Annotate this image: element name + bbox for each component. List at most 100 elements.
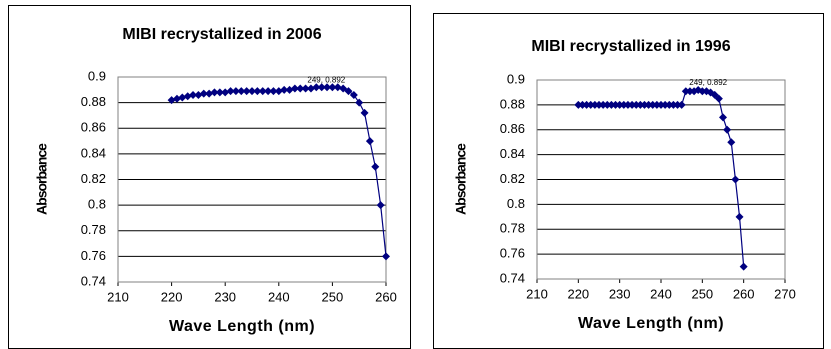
data-point: [178, 93, 187, 102]
data-point: [221, 88, 230, 97]
y-tick-label: 0.74: [81, 273, 106, 288]
data-point: [619, 100, 628, 109]
data-point: [595, 100, 603, 109]
data-point: [615, 100, 624, 109]
x-tick-label: 220: [161, 289, 183, 304]
data-point: [296, 84, 305, 93]
data-point: [290, 84, 299, 93]
data-point: [172, 94, 181, 103]
data-point: [681, 87, 690, 96]
data-point: [665, 100, 674, 109]
data-point: [632, 100, 641, 109]
data-point: [657, 100, 665, 109]
data-point: [599, 100, 608, 109]
data-point: [237, 87, 246, 96]
y-axis-title: Absorbance: [34, 143, 50, 215]
x-tick-label: 260: [733, 286, 755, 301]
chart-frame: [433, 13, 824, 349]
data-point: [349, 90, 358, 99]
y-tick-label: 0.84: [500, 146, 525, 161]
x-axis-title: Wave Length (nm): [578, 315, 724, 332]
data-point: [644, 100, 653, 109]
data-point: [183, 92, 192, 101]
data-point: [727, 138, 736, 147]
y-tick-label: 0.78: [81, 222, 106, 237]
data-point: [333, 83, 342, 92]
data-point: [355, 98, 364, 107]
data-point: [648, 100, 657, 109]
data-point: [215, 88, 224, 97]
y-tick-label: 0.88: [81, 94, 106, 109]
x-tick-label: 270: [774, 286, 796, 301]
y-tick-label: 0.9: [88, 68, 106, 83]
data-point: [199, 89, 208, 98]
data-point: [194, 90, 203, 99]
x-tick-label: 260: [375, 289, 397, 304]
x-tick-label: 240: [650, 286, 672, 301]
data-point: [301, 84, 310, 93]
data-point: [285, 85, 294, 94]
data-point: [603, 100, 612, 109]
data-point: [258, 87, 267, 96]
data-point: [226, 87, 235, 96]
data-point: [382, 252, 390, 261]
data-point: [365, 137, 374, 146]
data-point: [231, 87, 240, 96]
data-point: [312, 83, 321, 92]
data-point: [590, 100, 599, 109]
y-tick-label: 0.86: [81, 120, 106, 135]
chart-title: MIBI recrystallized in 1996: [531, 38, 730, 55]
y-tick-label: 0.82: [81, 171, 106, 186]
data-point: [210, 88, 219, 97]
y-tick-label: 0.76: [500, 246, 525, 261]
x-tick-label: 220: [567, 286, 589, 301]
y-tick-label: 0.86: [500, 121, 525, 136]
data-point: [205, 89, 214, 98]
data-point: [719, 113, 727, 122]
annotation: 249, 0.892: [689, 78, 727, 87]
data-point: [640, 100, 649, 109]
y-axis-title: Absorbance: [453, 143, 469, 215]
data-point: [714, 94, 723, 103]
y-tick-label: 0.84: [81, 145, 106, 160]
plot-area: [117, 76, 387, 283]
data-point: [371, 162, 380, 171]
data-point: [735, 212, 744, 221]
y-tick-label: 0.78: [500, 221, 525, 236]
data-point: [723, 125, 732, 134]
data-point: [673, 100, 682, 109]
x-axis-title: Wave Length (nm): [169, 318, 315, 335]
data-point: [344, 87, 353, 96]
data-point: [628, 100, 637, 109]
y-tick-label: 0.88: [500, 96, 525, 111]
data-point: [574, 100, 583, 109]
data-point: [582, 100, 591, 109]
data-point: [623, 100, 632, 109]
data-point: [376, 201, 385, 210]
data-point: [677, 100, 686, 109]
data-point: [652, 100, 661, 109]
data-point: [731, 175, 740, 184]
data-point: [685, 87, 694, 96]
y-tick-label: 0.82: [500, 171, 525, 186]
data-point: [607, 100, 616, 109]
chart-title: MIBI recrystallized in 2006: [122, 26, 321, 43]
data-point: [360, 108, 369, 117]
data-point: [189, 90, 198, 99]
x-tick-label: 210: [526, 286, 548, 301]
y-tick-label: 0.9: [507, 71, 525, 86]
chart-frame: [8, 5, 411, 349]
y-tick-label: 0.8: [507, 196, 525, 211]
data-point: [269, 87, 278, 96]
data-point: [578, 100, 587, 109]
data-point: [306, 84, 315, 93]
data-point: [739, 262, 748, 271]
data-point: [328, 83, 337, 92]
y-tick-label: 0.76: [81, 248, 106, 263]
data-point: [248, 87, 256, 96]
data-point: [280, 85, 289, 94]
data-point: [586, 100, 595, 109]
x-tick-label: 250: [322, 289, 344, 304]
data-point: [317, 83, 326, 92]
